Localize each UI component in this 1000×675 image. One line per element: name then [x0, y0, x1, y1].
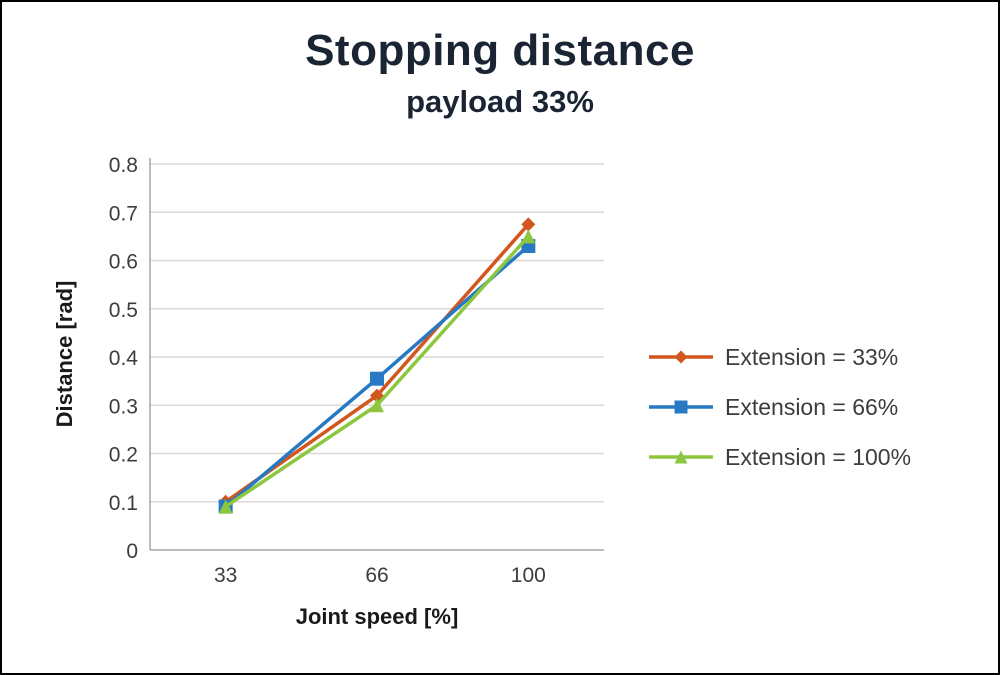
- y-tick-label: 0.4: [109, 347, 139, 370]
- x-tick-label: 66: [365, 564, 388, 587]
- x-tick-label: 33: [214, 564, 237, 587]
- diamond-marker: [521, 217, 536, 232]
- chart-subtitle: payload 33%: [406, 84, 594, 119]
- x-axis-label: Joint speed [%]: [295, 604, 459, 629]
- triangle-marker: [521, 229, 536, 244]
- legend-item-2: Extension = 100%: [647, 432, 911, 482]
- legend: Extension = 33% Extension = 66% Extension …: [647, 332, 911, 482]
- legend-label: Extension = 100%: [725, 443, 912, 470]
- series-line-0: [223, 222, 531, 504]
- legend-item-0: Extension = 33%: [647, 332, 911, 382]
- y-tick-label: 0.2: [109, 444, 138, 467]
- triangle-marker: [218, 499, 233, 514]
- legend-item-1: Extension = 66%: [647, 382, 911, 432]
- diamond-marker: [674, 350, 688, 364]
- y-tick-label: 0: [126, 540, 138, 563]
- legend-swatch: [649, 450, 713, 464]
- y-tick-label: 0.7: [109, 202, 138, 225]
- chart-title: Stopping distance: [305, 26, 695, 75]
- y-tick-label: 0.5: [109, 299, 138, 322]
- square-marker: [674, 400, 688, 414]
- y-tick-label: 0.8: [109, 154, 138, 177]
- square-marker: [370, 371, 384, 386]
- legend-label: Extension = 33%: [725, 343, 899, 370]
- y-axis-label: Distance [rad]: [52, 280, 77, 428]
- triangle-marker: [674, 450, 688, 464]
- legend-label: Extension = 66%: [725, 393, 899, 420]
- y-tick-label: 0.6: [109, 251, 138, 274]
- x-tick-label: 100: [511, 564, 546, 587]
- legend-swatch: [649, 400, 713, 414]
- plot-area: 0 0.1 0.2 0.3 0.4 0.5 0.6 0.7 0.8 33 66 100: [109, 154, 604, 587]
- triangle-marker: [370, 398, 384, 413]
- legend-swatch: [649, 350, 713, 364]
- y-tick-label: 0.1: [109, 492, 138, 515]
- y-tick-label: 0.3: [109, 395, 138, 418]
